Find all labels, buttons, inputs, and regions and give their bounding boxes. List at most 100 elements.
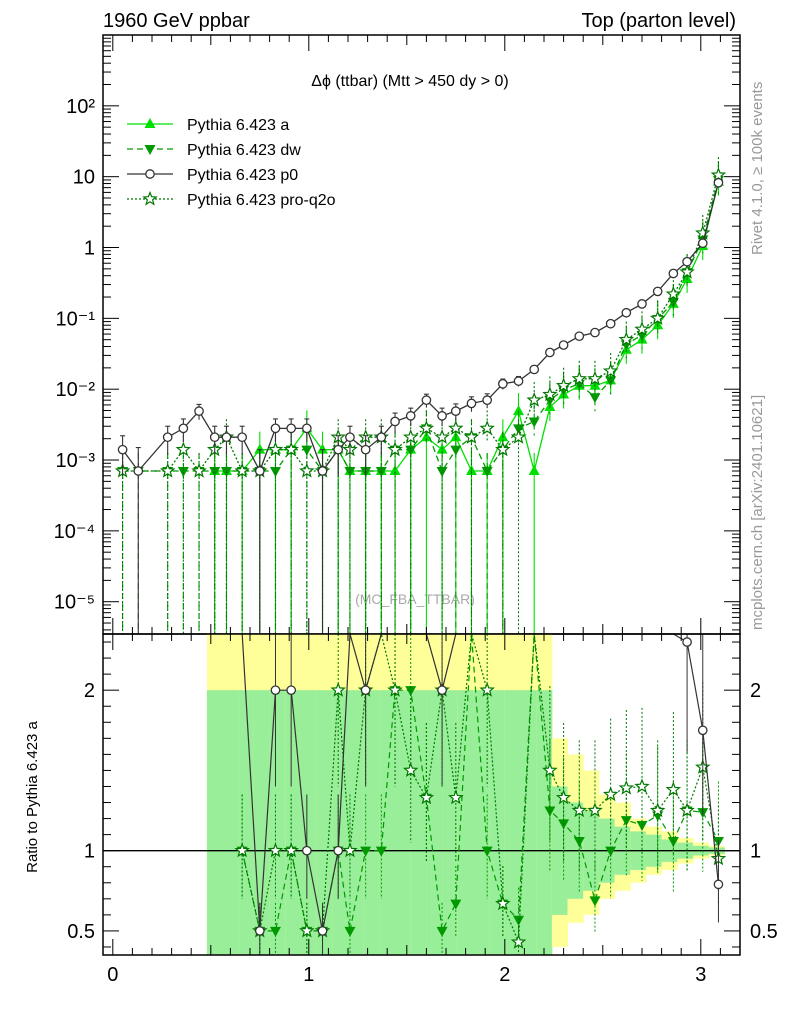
ratio-marker-proq2o-25 xyxy=(618,779,635,795)
marker-dw-35 xyxy=(667,298,679,309)
marker-p0-22 xyxy=(466,398,477,409)
marker-p0-36 xyxy=(682,256,692,267)
marker-proq2o-29 xyxy=(571,370,588,386)
ratio-marker-proq2o-10 xyxy=(387,682,403,697)
marker-p0-28 xyxy=(558,340,569,350)
legend-marker-proq2o xyxy=(142,190,158,206)
marker-p0-18 xyxy=(405,411,416,421)
ratio-marker-proq2o-3 xyxy=(283,842,299,858)
ratio-marker-dw-25 xyxy=(620,816,632,827)
marker-p0-25 xyxy=(513,376,524,386)
ratio-marker-dw-7 xyxy=(344,926,356,937)
marker-p0-34 xyxy=(652,286,663,297)
marker-dw-30 xyxy=(589,393,601,404)
ratio-marker-dw-2 xyxy=(269,926,281,937)
marker-proq2o-11 xyxy=(299,462,315,478)
marker-proq2o-27 xyxy=(542,386,558,402)
ratio-marker-p0-4 xyxy=(301,845,312,856)
ratio-marker-proq2o-16 xyxy=(479,682,495,697)
marker-p0-31 xyxy=(605,318,616,329)
ratio-marker-p0-8 xyxy=(360,685,371,696)
header-left: 1960 GeV ppbar xyxy=(103,10,250,32)
marker-a-8 xyxy=(254,443,266,454)
marker-proq2o-20 xyxy=(434,429,450,444)
marker-p0-8 xyxy=(254,466,265,476)
marker-p0-16 xyxy=(376,432,387,443)
marker-p0-9 xyxy=(270,423,281,434)
ratio-panel: Ratio to Pythia 6.423 a 0.5 0.5 1 1 2 2 0 1 2 3 xyxy=(24,631,778,986)
ratio-y-label-2: 2 xyxy=(84,680,95,702)
marker-a-12 xyxy=(317,443,329,454)
ratio-marker-proq2o-14 xyxy=(448,789,464,805)
marker-a-25 xyxy=(513,405,525,416)
marker-dw-26 xyxy=(528,417,540,428)
ratio-y-label-right-2: 2 xyxy=(750,680,761,702)
marker-proq2o-25 xyxy=(510,429,527,444)
marker-proq2o-9 xyxy=(267,441,284,457)
series-p0 xyxy=(117,177,724,634)
y-tick-label-5: 1 xyxy=(84,238,95,260)
marker-proq2o-3 xyxy=(175,441,192,457)
ratio-marker-proq2o-17 xyxy=(495,895,511,911)
legend-label-dw: Pythia 6.423 dw xyxy=(187,142,301,159)
band-inner-0 xyxy=(206,690,224,955)
ratio-marker-proq2o-29 xyxy=(679,802,695,818)
marker-dw-23 xyxy=(481,467,493,477)
x-tick-label-1: 1 xyxy=(303,964,314,986)
band-inner-4 xyxy=(269,690,286,955)
legend-entry-p0: Pythia 6.423 p0 xyxy=(127,167,298,184)
series-proq2o xyxy=(114,157,727,634)
marker-p0-24 xyxy=(497,378,508,389)
ratio-marker-p0-1 xyxy=(254,926,265,936)
marker-p0-12 xyxy=(317,466,328,476)
marker-p0-33 xyxy=(637,299,647,309)
legend-marker-dw xyxy=(144,145,156,155)
marker-p0-38 xyxy=(713,177,724,188)
ratio-marker-p0-30 xyxy=(697,725,708,736)
marker-p0-7 xyxy=(237,432,248,443)
ratio-marker-proq2o-6 xyxy=(330,682,346,697)
marker-a-26 xyxy=(528,465,540,475)
ratio-marker-dw-18 xyxy=(513,915,525,926)
ratio-marker-proq2o-27 xyxy=(649,802,666,818)
ratio-marker-proq2o-20 xyxy=(542,762,558,778)
legend-label-a: Pythia 6.423 a xyxy=(187,117,289,134)
ratio-frame xyxy=(102,633,741,956)
band-inner-15 xyxy=(442,690,459,955)
marker-proq2o-23 xyxy=(479,420,495,435)
ratio-marker-proq2o-11 xyxy=(402,762,419,778)
legend-entry-a: Pythia 6.423 a xyxy=(127,117,289,134)
ratio-marker-dw-9 xyxy=(375,846,387,857)
ratio-marker-dw-8 xyxy=(360,846,372,857)
marker-p0-29 xyxy=(574,331,585,342)
marker-p0-17 xyxy=(390,416,400,427)
header-right: Top (parton level) xyxy=(581,10,736,32)
marker-p0-15 xyxy=(360,444,371,455)
marker-proq2o-34 xyxy=(649,310,666,325)
legend: Pythia 6.423 a Pythia 6.423 dw Pythia 6.42… xyxy=(127,117,336,209)
ratio-marker-dw-16 xyxy=(481,846,493,857)
band-inner-19 xyxy=(504,690,521,955)
band-inner-12 xyxy=(395,690,412,955)
ratio-y-label-right-1: 1 xyxy=(750,841,761,863)
marker-dw-21 xyxy=(450,445,462,456)
ratio-marker-p0-29 xyxy=(682,637,692,647)
series-line-p0 xyxy=(122,182,720,473)
x-tick-label-2: 2 xyxy=(499,964,510,986)
marker-p0-2 xyxy=(162,432,173,443)
ratio-y-label-right-0: 0.5 xyxy=(750,921,778,943)
marker-proq2o-28 xyxy=(555,377,572,393)
ratio-line-proq2o xyxy=(241,631,719,943)
marker-proq2o-26 xyxy=(526,392,542,407)
legend-label-proq2o: Pythia 6.423 pro-q2o xyxy=(187,192,336,209)
band-inner-6 xyxy=(300,690,318,955)
legend-entry-proq2o: Pythia 6.423 pro-q2o xyxy=(127,190,336,209)
marker-dw-11 xyxy=(301,445,313,456)
marker-p0-35 xyxy=(668,268,679,279)
series-line-a xyxy=(214,181,720,472)
marker-proq2o-32 xyxy=(618,331,635,347)
y-tick-label-2: 10⁻³ xyxy=(56,450,96,472)
marker-proq2o-24 xyxy=(495,441,511,457)
marker-proq2o-2 xyxy=(159,462,176,478)
